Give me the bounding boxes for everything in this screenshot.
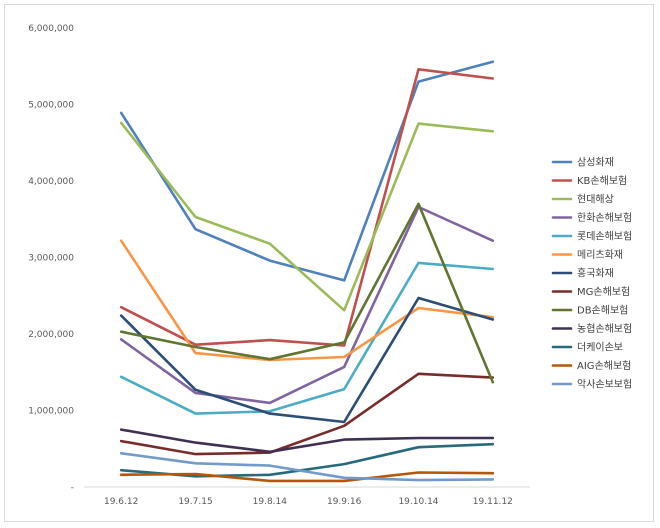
series-line-3 [119,205,495,405]
legend-item: 메리츠화재 [551,249,623,261]
legend-item: AIG손해보험 [551,359,631,372]
legend-label: 삼성화재 [577,157,614,169]
legend-label: 롯데손해보험 [577,230,632,243]
legend-label: 악사손보보험 [577,379,632,391]
y-tick-label: 1,000,000 [28,407,74,417]
series-line-11 [119,471,495,483]
legend-label: 흥국화재 [577,267,614,280]
x-tick-label: 19.6.12 [104,497,138,507]
series-line-1 [119,68,495,347]
series-line-2 [119,121,495,312]
y-tick-label: 4,000,000 [28,177,74,187]
y-tick-label: - [71,483,74,493]
series-line-8 [119,202,495,384]
series-line-0 [119,60,495,282]
legend-item: 농협손해보험 [551,322,632,335]
legend-item: 삼성화재 [551,157,614,169]
series-line-9 [119,428,495,454]
legend-label: 더케이손보 [577,342,623,354]
legend-item: 흥국화재 [551,267,614,280]
legend-item: 더케이손보 [551,342,623,354]
legend-item: 롯데손해보험 [551,230,632,243]
legend-item: 현대해상 [551,193,614,206]
y-tick-label: 2,000,000 [28,330,74,340]
chart-frame [4,4,654,522]
legend-label: AIG손해보험 [577,359,631,372]
series-line-4 [119,261,495,415]
legend-label: 현대해상 [577,193,614,206]
series-line-6 [119,296,495,424]
series-line-12 [119,451,495,482]
series-line-7 [119,372,495,456]
x-tick-label: 19.8.14 [253,497,288,507]
y-tick-label: 3,000,000 [28,254,74,264]
legend-item: MG손해보험 [551,285,630,298]
legend-label: MG손해보험 [577,285,630,298]
legend-label: 메리츠화재 [577,249,623,261]
legend-item: 한화손해보험 [551,211,632,224]
y-tick-label: 6,000,000 [28,24,74,34]
legend-label: KB손해보험 [577,174,627,187]
axis-layer: - 1,000,000 2,000,000 3,000,000 4,000,000 5,0… [28,24,530,507]
legend-label: 농협손해보험 [577,322,632,335]
legend-item: 악사손보보험 [551,379,632,391]
x-tick-label: 19.9.16 [327,497,362,507]
legend-item: KB손해보험 [551,174,627,187]
legend-item: DB손해보험 [551,304,628,317]
x-tick-label: 19.10.14 [398,497,438,507]
series-line-5 [119,239,495,362]
legend-label: 한화손해보험 [577,211,632,224]
series-layer [119,60,495,483]
x-tick-label: 19.7.15 [178,497,212,507]
legend-label: DB손해보험 [577,304,628,317]
x-tick-label: 19.11.12 [473,497,513,507]
y-tick-label: 5,000,000 [28,101,74,111]
